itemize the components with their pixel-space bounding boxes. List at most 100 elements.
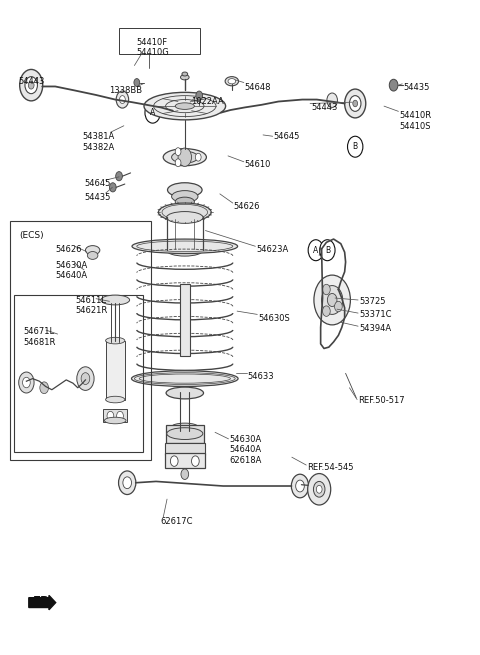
Bar	[106, 341, 125, 400]
Circle shape	[327, 293, 337, 307]
Circle shape	[327, 93, 337, 107]
Circle shape	[116, 172, 122, 181]
Circle shape	[116, 91, 129, 108]
Ellipse shape	[225, 77, 239, 86]
Bar	[166, 425, 204, 443]
Circle shape	[345, 89, 366, 118]
Bar	[10, 221, 151, 460]
Circle shape	[322, 286, 343, 314]
Circle shape	[28, 81, 34, 89]
Text: 54633: 54633	[248, 372, 274, 381]
Ellipse shape	[172, 191, 198, 202]
Circle shape	[175, 159, 181, 166]
Text: 54435: 54435	[403, 83, 430, 92]
Text: FR.: FR.	[33, 595, 55, 608]
Circle shape	[123, 477, 132, 489]
Ellipse shape	[104, 417, 126, 424]
Text: A: A	[150, 108, 155, 117]
Circle shape	[81, 373, 90, 384]
Circle shape	[314, 275, 350, 325]
Circle shape	[196, 91, 203, 100]
Circle shape	[109, 183, 116, 192]
Ellipse shape	[172, 151, 198, 163]
Ellipse shape	[171, 423, 198, 431]
Circle shape	[348, 136, 363, 157]
Text: 53725: 53725	[359, 297, 385, 307]
Text: B: B	[325, 246, 330, 255]
Bar	[14, 295, 143, 452]
Circle shape	[323, 284, 330, 295]
Circle shape	[335, 301, 342, 312]
Bar	[165, 453, 205, 468]
Text: 54443: 54443	[311, 103, 337, 113]
Text: 54435: 54435	[84, 193, 110, 202]
Ellipse shape	[167, 244, 203, 256]
Text: 54410F
54410G: 54410F 54410G	[137, 38, 169, 58]
Text: 54610: 54610	[245, 160, 271, 170]
Circle shape	[23, 377, 30, 388]
Circle shape	[170, 456, 178, 466]
Circle shape	[320, 240, 335, 261]
Text: 54381A
54382A: 54381A 54382A	[83, 132, 115, 152]
Circle shape	[107, 411, 114, 421]
Circle shape	[389, 79, 398, 91]
Ellipse shape	[167, 212, 203, 223]
Circle shape	[308, 474, 331, 505]
Text: 54671L
54681R: 54671L 54681R	[23, 328, 55, 347]
Ellipse shape	[85, 246, 100, 255]
Text: 54630A
54640A
62618A: 54630A 54640A 62618A	[229, 435, 262, 464]
Ellipse shape	[106, 396, 125, 403]
Ellipse shape	[106, 337, 125, 344]
Text: 54630A
54640A: 54630A 54640A	[55, 261, 87, 280]
Text: 54611L
54621R: 54611L 54621R	[76, 296, 108, 316]
Circle shape	[195, 153, 201, 161]
Bar	[119, 28, 200, 54]
Circle shape	[181, 469, 189, 479]
Text: 54648: 54648	[245, 83, 271, 92]
Circle shape	[40, 382, 48, 394]
Text: 54410R
54410S: 54410R 54410S	[399, 111, 432, 131]
Ellipse shape	[158, 203, 211, 221]
Bar	[180, 284, 190, 356]
Text: 54443: 54443	[18, 77, 45, 86]
Ellipse shape	[171, 426, 198, 434]
Text: 54630S: 54630S	[258, 314, 290, 324]
Circle shape	[25, 77, 37, 94]
Ellipse shape	[87, 252, 98, 259]
Circle shape	[313, 481, 325, 497]
Text: (ECS): (ECS)	[19, 231, 44, 240]
Text: A: A	[313, 246, 318, 255]
Ellipse shape	[168, 183, 202, 197]
Text: 54394A: 54394A	[359, 324, 391, 333]
Circle shape	[77, 367, 94, 390]
Ellipse shape	[163, 149, 206, 166]
Text: REF.54-545: REF.54-545	[307, 463, 354, 472]
Text: 53371C: 53371C	[359, 310, 392, 320]
Circle shape	[178, 148, 192, 166]
Circle shape	[134, 79, 140, 86]
Circle shape	[175, 148, 181, 156]
Text: 54623A: 54623A	[257, 245, 289, 254]
Text: 1022AA: 1022AA	[191, 97, 224, 106]
Ellipse shape	[182, 72, 188, 76]
Circle shape	[20, 69, 43, 101]
FancyArrow shape	[29, 595, 56, 610]
Bar	[103, 409, 127, 422]
Ellipse shape	[144, 92, 226, 120]
Circle shape	[192, 456, 199, 466]
Text: 1338BB: 1338BB	[109, 86, 143, 96]
Ellipse shape	[228, 79, 236, 84]
Text: B: B	[353, 142, 358, 151]
Circle shape	[145, 102, 160, 123]
Bar	[165, 443, 205, 455]
Text: 54645: 54645	[274, 132, 300, 141]
Text: REF.50-517: REF.50-517	[358, 396, 405, 405]
Text: 54626: 54626	[55, 245, 82, 254]
Ellipse shape	[175, 103, 194, 109]
Ellipse shape	[175, 197, 194, 206]
Text: 54645: 54645	[84, 179, 110, 189]
Text: 62617C: 62617C	[161, 517, 193, 527]
Circle shape	[291, 474, 309, 498]
Circle shape	[349, 96, 361, 111]
Circle shape	[323, 306, 330, 316]
